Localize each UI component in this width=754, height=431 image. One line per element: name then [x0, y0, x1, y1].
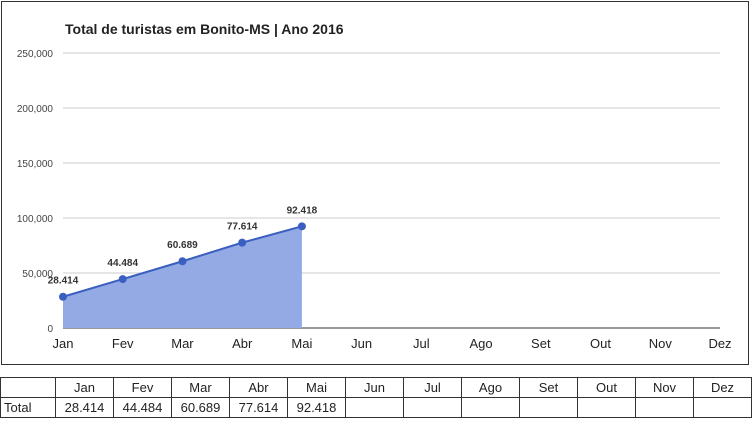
x-tick-label: Fev [112, 336, 134, 351]
series-area [63, 226, 302, 328]
x-tick-label: Jan [53, 336, 74, 351]
area-chart: 0 50,000 100,000 150,000 200,000 250,000 Jan Fe… [17, 49, 732, 351]
table-cell [461, 397, 520, 418]
table-header-cell: Abr [229, 377, 288, 398]
table-header-row: Jan Fev Mar Abr Mai Jun Jul Ago Set Out Nov Dez [0, 377, 752, 398]
table-cell: 28.414 [55, 397, 114, 418]
table-cell [577, 397, 636, 418]
table-row: Total 28.414 44.484 60.689 77.614 92.418 [0, 397, 752, 418]
x-tick-label: Nov [649, 336, 673, 351]
data-table: Jan Fev Mar Abr Mai Jun Jul Ago Set Out Nov Dez Tot… [0, 377, 752, 418]
y-tick-label: 100,000 [17, 214, 54, 225]
table-cell [693, 397, 752, 418]
data-point [238, 238, 247, 247]
table-cell: 60.689 [171, 397, 230, 418]
table-cell [635, 397, 694, 418]
table-header-cell: Jan [55, 377, 114, 398]
table-corner-cell [0, 377, 56, 398]
y-tick-label: 0 [47, 324, 53, 335]
y-tick-label: 150,000 [17, 159, 54, 170]
data-point [59, 292, 67, 301]
data-point [118, 275, 127, 284]
y-tick-label: 200,000 [17, 104, 54, 115]
x-tick-label: Dez [708, 336, 731, 351]
table-header-cell: Mar [171, 377, 230, 398]
table-cell: 44.484 [113, 397, 172, 418]
x-tick-label: Abr [232, 336, 253, 351]
table-cell: 77.614 [229, 397, 288, 418]
x-tick-label: Out [590, 336, 611, 351]
table-header-cell: Mai [287, 377, 346, 398]
table-cell [519, 397, 578, 418]
data-point [297, 222, 306, 231]
chart-title: Total de turistas em Bonito-MS | Ano 201… [65, 21, 344, 37]
y-tick-label: 50,000 [22, 269, 53, 280]
data-point [178, 257, 187, 266]
x-tick-label: Mar [171, 336, 194, 351]
y-tick-label: 250,000 [17, 49, 54, 60]
x-tick-label: Mai [291, 336, 312, 351]
table-cell [345, 397, 404, 418]
table-header-cell: Out [577, 377, 636, 398]
x-tick-label: Ago [470, 336, 493, 351]
x-tick-label: Set [531, 336, 551, 351]
table-header-cell: Jun [345, 377, 404, 398]
table-header-cell: Fev [113, 377, 172, 398]
data-label: 44.484 [107, 258, 138, 269]
data-label: 77.614 [227, 222, 258, 233]
x-tick-label: Jul [413, 336, 430, 351]
table-header-cell: Ago [461, 377, 520, 398]
table-header-cell: Nov [635, 377, 694, 398]
data-label: 28.414 [48, 276, 79, 287]
table-header-cell: Dez [693, 377, 752, 398]
x-tick-label: Jun [351, 336, 372, 351]
table-row-label: Total [0, 397, 56, 418]
table-header-cell: Jul [403, 377, 462, 398]
data-label: 92.418 [287, 205, 318, 216]
table-cell: 92.418 [287, 397, 346, 418]
table-cell [403, 397, 462, 418]
table-header-cell: Set [519, 377, 578, 398]
data-label: 60.689 [167, 240, 198, 251]
